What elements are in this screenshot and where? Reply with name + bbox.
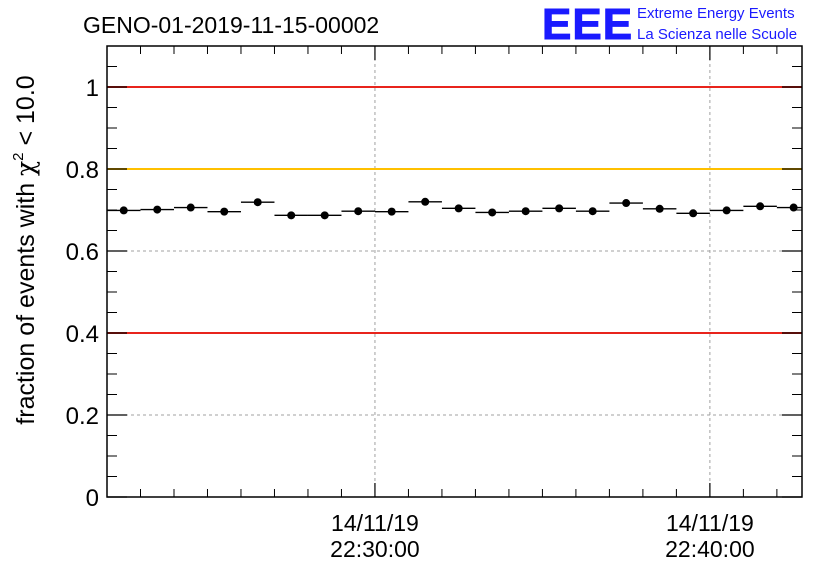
data-point (287, 211, 296, 220)
data-point (622, 199, 631, 208)
eee-logo: EEE Extreme Energy Events La Scienza nel… (542, 0, 798, 50)
data-point (488, 208, 497, 217)
x-tick-label-time: 22:40:00 (665, 536, 755, 562)
data-point (756, 202, 765, 211)
data-point (421, 197, 430, 206)
data-point (588, 207, 597, 216)
y-axis-label: fraction of events with χ2 < 10.0 (10, 75, 40, 424)
data-point (119, 206, 128, 215)
data-layer (107, 197, 802, 220)
chart-title: GENO-01-2019-11-15-00002 (83, 12, 379, 38)
data-point (220, 207, 229, 216)
y-axis-label-text: fraction of events with (12, 176, 40, 425)
data-point (153, 205, 162, 214)
plot-frame (106, 45, 803, 498)
data-point (320, 211, 329, 220)
y-axis-label-sup: 2 (10, 152, 27, 160)
data-point (722, 206, 731, 215)
y-tick-label: 0.2 (66, 403, 99, 430)
reference-lines (107, 86, 802, 334)
eee-logo-mark: EEE (542, 0, 633, 49)
grid-layer (107, 46, 802, 498)
data-point (521, 207, 530, 216)
x-tick-label-date: 14/11/19 (331, 510, 419, 536)
y-tick-label: 0.4 (66, 321, 99, 348)
data-point (354, 207, 363, 216)
data-point (555, 204, 564, 213)
data-point (186, 203, 195, 212)
tick-layer: 00.20.40.60.8114/11/1922:30:0014/11/1922… (66, 46, 802, 562)
y-tick-label: 0.6 (66, 239, 99, 266)
data-point (387, 207, 396, 216)
x-tick-label-date: 14/11/19 (666, 510, 754, 536)
y-axis-label-tail: < 10.0 (12, 75, 40, 152)
data-point (655, 204, 664, 213)
eee-logo-line2: La Scienza nelle Scuole (637, 26, 797, 43)
y-tick-label: 0.8 (66, 157, 99, 184)
data-point (454, 204, 463, 213)
data-point (689, 209, 698, 218)
y-tick-label: 1 (86, 75, 99, 102)
x-tick-label-time: 22:30:00 (330, 536, 420, 562)
data-point (253, 198, 262, 207)
eee-logo-line1: Extreme Energy Events (637, 5, 795, 22)
y-tick-label: 0 (86, 485, 99, 512)
y-axis-label-chi: χ (11, 161, 40, 176)
